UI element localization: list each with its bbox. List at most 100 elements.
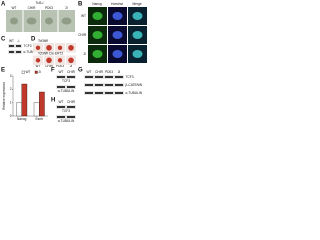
blot-band xyxy=(57,86,65,88)
column-label: 2i xyxy=(70,64,73,68)
bar xyxy=(16,102,22,117)
stained-colony xyxy=(92,31,103,39)
ap-colony xyxy=(46,45,52,51)
blot-band xyxy=(57,116,65,118)
panel-label: A xyxy=(1,2,6,8)
column-label: WT xyxy=(59,70,64,74)
y-tick-label: 3 xyxy=(10,74,12,78)
blot-strip xyxy=(8,50,22,54)
x-tick-label: Nanog xyxy=(17,117,27,121)
ap-colony xyxy=(68,45,74,51)
column-label: CHIR xyxy=(45,64,53,68)
column-label: WT xyxy=(12,6,17,10)
row-label: TCF3 xyxy=(62,79,70,83)
stained-colony xyxy=(112,31,123,39)
stained-colony xyxy=(112,50,123,58)
bar xyxy=(33,102,40,117)
blot-band xyxy=(105,84,113,86)
row-label: α-TUBULIN xyxy=(58,119,75,123)
blot-band xyxy=(9,51,14,53)
column-label: PD03 xyxy=(45,6,53,10)
row-label: WT xyxy=(81,14,86,18)
ap-colony xyxy=(35,45,41,50)
panel-label: C xyxy=(1,37,6,43)
stained-colony xyxy=(112,12,123,20)
blot-band xyxy=(67,106,75,108)
blot-band xyxy=(67,116,75,118)
panel-label: G xyxy=(78,68,83,74)
legend-label: WT xyxy=(26,70,31,74)
ap-colony xyxy=(35,58,41,63)
ap-colony xyxy=(46,57,52,64)
column-label: WT xyxy=(36,64,41,68)
panel-title: Tcf3-/- xyxy=(36,1,45,5)
blot-strip xyxy=(56,115,76,119)
column-label: PD03 xyxy=(105,70,113,74)
bar xyxy=(21,83,28,117)
column-label: Merge xyxy=(132,2,141,6)
y-tick-label: 1 xyxy=(10,101,12,105)
column-label: WT xyxy=(59,100,64,104)
y-axis-label: Relative expression xyxy=(2,82,6,110)
blot-strip xyxy=(56,85,76,89)
x-tick-label: Esrrb xyxy=(35,117,43,121)
column-label: 2i xyxy=(118,70,121,74)
row-label: TCF3 xyxy=(24,44,32,48)
panel-label: D xyxy=(31,37,36,43)
colony xyxy=(26,17,37,25)
blot-band xyxy=(57,106,65,108)
y-tick-label: 2 xyxy=(10,87,12,91)
row-label: TCF3 xyxy=(126,75,134,79)
blot-band xyxy=(95,92,103,94)
blot-band xyxy=(115,92,123,94)
blot-band xyxy=(57,76,65,78)
stained-colony xyxy=(132,12,143,20)
blot-band xyxy=(85,84,93,86)
stained-colony xyxy=(92,12,103,20)
ap-colony xyxy=(68,57,74,64)
blot-band xyxy=(67,76,75,78)
blot-band xyxy=(85,76,93,78)
column-label: CHIR xyxy=(28,6,36,10)
column-label: Hoechst xyxy=(111,2,123,6)
blot-band xyxy=(105,76,113,78)
column-label: Nanog xyxy=(92,2,102,6)
ap-colony xyxy=(57,45,63,50)
blot-band xyxy=(16,51,21,53)
row-label: Tcf3fl/fl Cre-ERT2 xyxy=(38,51,63,55)
row-label: α-TUB xyxy=(24,50,33,54)
blot-band xyxy=(115,84,123,86)
panel-label: H xyxy=(51,98,55,104)
blot-band xyxy=(9,45,14,47)
blot-band xyxy=(115,76,123,78)
column-label: CHIR xyxy=(67,70,75,74)
column-label: -/- xyxy=(17,39,20,43)
colony xyxy=(61,17,72,25)
blot-band xyxy=(95,84,103,86)
legend-label: 2i xyxy=(39,70,42,74)
column-label: PD03 xyxy=(56,64,64,68)
blot-strip xyxy=(56,75,76,79)
blot-band xyxy=(105,92,113,94)
colony xyxy=(10,17,18,25)
stained-colony xyxy=(132,31,143,39)
row-label: β-CATENIN xyxy=(126,83,143,87)
row-label: 2i xyxy=(84,52,87,56)
row-label: α-TUBULIN xyxy=(58,89,75,93)
panel-label: B xyxy=(78,2,83,8)
row-label: CHIR xyxy=(78,33,86,37)
panel-label: E xyxy=(1,68,5,74)
column-label: CHIR xyxy=(67,100,75,104)
legend-swatch xyxy=(34,70,38,74)
blot-band xyxy=(67,86,75,88)
figure: A Tcf3-/-WT CHIR PD03 2iB Nanog Hoechst MergeWT… xyxy=(0,0,150,129)
bar xyxy=(39,91,45,117)
blot-band xyxy=(95,76,103,78)
stained-colony xyxy=(92,50,103,58)
legend-swatch xyxy=(21,70,25,74)
column-label: CHIR xyxy=(95,70,103,74)
column-label: WT xyxy=(87,70,92,74)
ap-colony xyxy=(57,58,63,63)
y-tick-label: 0 xyxy=(10,114,12,118)
row-label: TCF3 xyxy=(62,109,70,113)
